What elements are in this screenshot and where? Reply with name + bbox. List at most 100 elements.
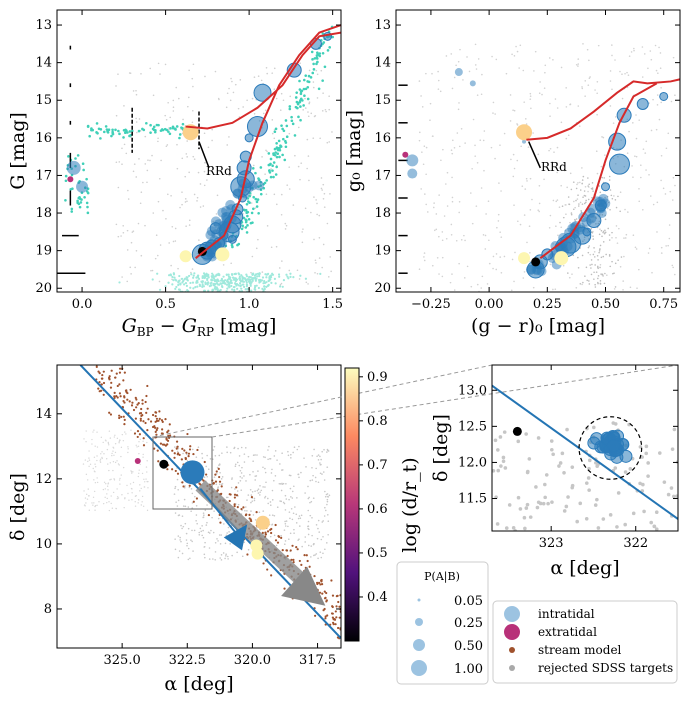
gaia-star bbox=[267, 152, 271, 155]
zoom-field-stars bbox=[492, 421, 678, 531]
field-star bbox=[328, 108, 331, 111]
field-star bbox=[589, 253, 592, 256]
rejected-target bbox=[308, 528, 310, 531]
rejected-target bbox=[273, 534, 276, 537]
rejected-target bbox=[216, 466, 219, 469]
rejected-target bbox=[282, 482, 285, 485]
gaia-star bbox=[307, 74, 311, 78]
gaia-bhb-star bbox=[67, 155, 70, 158]
stream-model-star bbox=[168, 434, 172, 437]
field-star bbox=[431, 72, 433, 75]
field-star bbox=[151, 269, 154, 272]
stream-model-star bbox=[151, 425, 155, 429]
rejected-target bbox=[202, 516, 204, 519]
rejected-target bbox=[297, 539, 299, 541]
gaia-star bbox=[189, 293, 191, 295]
field-star bbox=[126, 229, 129, 232]
intratidal-star bbox=[659, 91, 669, 101]
rejected-target bbox=[496, 468, 501, 473]
gaia-star bbox=[167, 281, 170, 284]
gaia-hb-star bbox=[181, 122, 185, 126]
field-star bbox=[438, 194, 440, 196]
rejected-target bbox=[143, 486, 146, 488]
colorbar-ticks: 0.40.50.60.70.80.9 bbox=[359, 370, 388, 605]
gaia-star bbox=[245, 285, 249, 288]
stream-model-star bbox=[155, 433, 158, 436]
field-star bbox=[322, 243, 325, 246]
y-tick-label: 18 bbox=[374, 206, 391, 221]
gaia-star bbox=[269, 157, 273, 161]
field-star bbox=[206, 173, 209, 175]
sdss-field-stars bbox=[418, 43, 676, 292]
gaia-star bbox=[301, 99, 304, 102]
gaia-hb-star bbox=[175, 125, 179, 128]
field-star bbox=[276, 203, 278, 206]
field-star bbox=[591, 231, 593, 234]
rejected-target bbox=[640, 455, 644, 459]
colorbar-tick-label: 0.6 bbox=[367, 502, 388, 517]
stream-model-star bbox=[154, 411, 158, 414]
gaia-star bbox=[235, 299, 237, 301]
intratidal-star bbox=[406, 154, 419, 167]
intratidal-star bbox=[608, 132, 627, 151]
gaia-star bbox=[191, 294, 193, 296]
rejected-target bbox=[225, 496, 228, 499]
field-star bbox=[484, 248, 487, 250]
rejected-target bbox=[88, 465, 90, 468]
field-star bbox=[470, 285, 473, 288]
stream-model-star bbox=[212, 481, 215, 485]
rejected-target bbox=[291, 490, 294, 493]
rejected-target bbox=[202, 536, 205, 539]
rejected-target bbox=[222, 552, 225, 554]
rejected-target bbox=[535, 505, 540, 510]
intratidal-bhb bbox=[66, 160, 81, 175]
field-star bbox=[316, 272, 319, 275]
field-star bbox=[302, 109, 304, 111]
rejected-target bbox=[274, 475, 277, 477]
stream-model-star bbox=[142, 444, 146, 447]
rejected-target bbox=[141, 501, 143, 503]
stream-model-star bbox=[171, 468, 174, 471]
panel-a-frame bbox=[56, 9, 342, 293]
rejected-target bbox=[549, 439, 554, 443]
gaia-star bbox=[228, 293, 230, 295]
field-star bbox=[455, 64, 457, 67]
field-star bbox=[471, 222, 474, 225]
rejected-target bbox=[109, 437, 112, 439]
field-star bbox=[581, 203, 584, 205]
field-star bbox=[642, 208, 644, 211]
rejected-target bbox=[212, 558, 214, 560]
field-star bbox=[203, 184, 206, 187]
field-star bbox=[526, 180, 528, 182]
gaia-star bbox=[228, 294, 230, 296]
rejected-target bbox=[247, 455, 250, 458]
rejected-target bbox=[195, 456, 198, 458]
field-star bbox=[524, 118, 527, 120]
gaia-bhb-star bbox=[76, 154, 80, 157]
field-star bbox=[617, 259, 619, 262]
field-star bbox=[179, 206, 181, 209]
rejected-target bbox=[324, 506, 326, 509]
field-star bbox=[149, 159, 151, 162]
field-star bbox=[510, 158, 512, 161]
field-star bbox=[574, 218, 576, 221]
stream-model-star bbox=[320, 583, 324, 586]
gaia-star bbox=[290, 115, 293, 119]
field-star bbox=[150, 269, 152, 272]
rejected-target bbox=[101, 451, 103, 453]
rejected-target bbox=[322, 471, 325, 473]
rejected-target bbox=[112, 460, 115, 463]
rejected-target bbox=[194, 495, 196, 498]
field-star bbox=[192, 63, 195, 66]
rejected-target bbox=[177, 535, 180, 537]
field-star bbox=[130, 136, 132, 139]
stream-model-star bbox=[158, 410, 161, 413]
rejected-target bbox=[225, 555, 227, 557]
field-star bbox=[600, 229, 603, 232]
gaia-hb-star bbox=[88, 134, 91, 138]
rejected-target bbox=[202, 529, 204, 532]
rejected-target bbox=[289, 474, 292, 477]
stream-model-star bbox=[185, 451, 188, 454]
rejected-target bbox=[92, 504, 94, 506]
